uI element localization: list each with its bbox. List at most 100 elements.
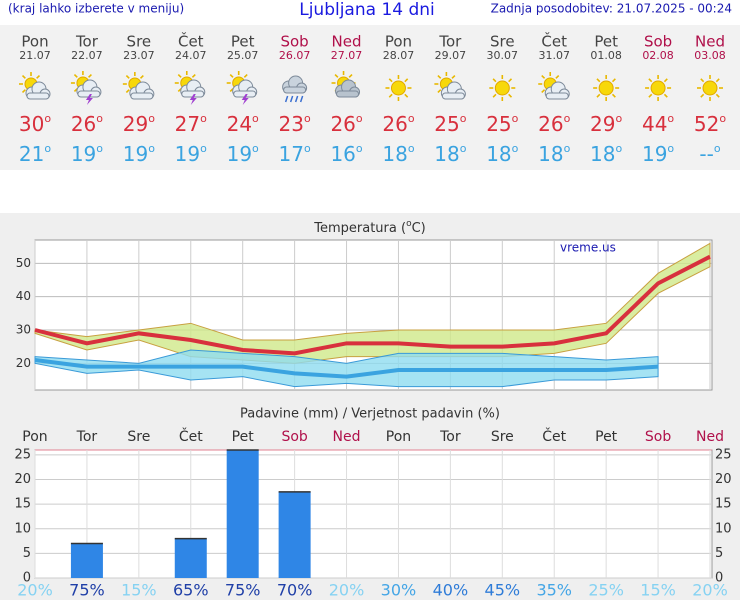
day-date: 31.07 [538, 49, 570, 62]
degree: o [304, 112, 311, 125]
min-temp: --o [699, 142, 720, 166]
sun-ray [700, 78, 705, 83]
day-name: Čet [541, 32, 567, 51]
probability: 20% [329, 581, 365, 600]
lightning [241, 94, 249, 105]
day-name: Sob [280, 33, 308, 51]
min-line [34, 358, 659, 379]
day-date: 02.08 [642, 49, 674, 62]
cloud [129, 81, 155, 100]
day-name-precip: Pon [386, 429, 411, 445]
degree: o [96, 112, 103, 125]
min-value: 19 [123, 142, 148, 166]
sun-ray [648, 93, 653, 98]
title: Ljubljana 14 dni [299, 0, 435, 20]
cloud-base [130, 92, 154, 100]
precip-bar [70, 543, 103, 578]
sun-ray [191, 73, 196, 78]
max-value: 52 [694, 112, 719, 136]
min-value: 18 [590, 142, 615, 166]
y-tick-label-right: 25 [715, 447, 732, 462]
day-date: 23.07 [123, 49, 155, 62]
day-name-precip: Čet [542, 427, 566, 445]
sun-ray [508, 78, 513, 83]
cloud [232, 79, 258, 98]
y-tick-label: 50 [16, 256, 31, 270]
min-temp: 19o [175, 142, 207, 166]
max-value: 25 [486, 112, 511, 136]
y-tick-label: 20 [16, 356, 31, 370]
day-date: 28.07 [383, 49, 415, 62]
sun-ray [334, 73, 339, 78]
probability: 15% [640, 581, 676, 600]
lightning [85, 94, 93, 105]
cloud [335, 79, 361, 98]
updated: Zadnja posodobitev: 21.07.2025 - 00:24 [491, 2, 732, 16]
sun [650, 80, 666, 96]
day-name-precip: Pet [595, 429, 618, 445]
sun-ray [663, 78, 668, 83]
max-value: 26 [382, 112, 407, 136]
day-name-precip: Pet [232, 429, 255, 445]
day-date: 30.07 [487, 49, 519, 62]
sun-ray [611, 93, 616, 98]
min-value: 21 [19, 142, 44, 166]
day-date: 22.07 [71, 49, 103, 62]
sun-ray [596, 93, 601, 98]
cloud [180, 79, 206, 98]
probability: 20% [692, 581, 728, 600]
sun-ray [715, 93, 720, 98]
day-date: 27.07 [331, 49, 363, 62]
day-name-precip: Sob [281, 429, 307, 445]
sun-ray [177, 73, 182, 78]
day-name: Ned [695, 33, 725, 51]
max-temp: 25o [434, 112, 466, 136]
sun-ray [611, 78, 616, 83]
max-value: 30 [19, 112, 44, 136]
sun-ray [437, 89, 442, 94]
day-name: Sre [127, 33, 152, 51]
degree: o [252, 112, 259, 125]
cloud-base [441, 92, 465, 100]
max-temp: 26o [538, 112, 570, 136]
rain-drop [284, 95, 289, 103]
min-value: 16 [330, 142, 355, 166]
sun-ray [36, 74, 41, 79]
sun-ray [663, 93, 668, 98]
y-tick-label: 25 [14, 447, 31, 462]
y-tick-label: 0 [23, 571, 31, 586]
min-temp: 19o [227, 142, 259, 166]
day-name: Pon [21, 33, 48, 51]
day-date: 03.08 [694, 49, 726, 62]
day-name-precip: Čet [179, 427, 203, 445]
probability: 25% [588, 581, 624, 600]
day-date: 24.07 [175, 49, 207, 62]
day-name: Pet [231, 33, 255, 51]
max-value: 26 [71, 112, 96, 136]
cloud [76, 79, 102, 98]
day-name: Čet [178, 32, 204, 51]
sun-ray [700, 93, 705, 98]
degree: o [512, 112, 519, 125]
degree: o [512, 142, 519, 155]
min-temp: 18o [538, 142, 570, 166]
forecast-panel [0, 25, 740, 170]
sun [390, 80, 406, 96]
max-temp: 24o [227, 112, 259, 136]
degree: o [460, 112, 467, 125]
max-temp: 26o [382, 112, 414, 136]
y-tick-label: 5 [23, 546, 31, 561]
sun-ray [229, 73, 234, 78]
min-value: 18 [434, 142, 459, 166]
min-value: 19 [642, 142, 667, 166]
y-tick-label-right: 5 [715, 546, 723, 561]
sun-ray [451, 74, 456, 79]
min-value: 18 [538, 142, 563, 166]
precip-title: Padavine (mm) / Verjetnost padavin (%) [240, 407, 500, 422]
day-name-precip: Pon [22, 429, 47, 445]
degree: o [304, 142, 311, 155]
cloud-base [26, 92, 50, 100]
sun-ray [404, 78, 409, 83]
probability: 15% [121, 581, 157, 600]
